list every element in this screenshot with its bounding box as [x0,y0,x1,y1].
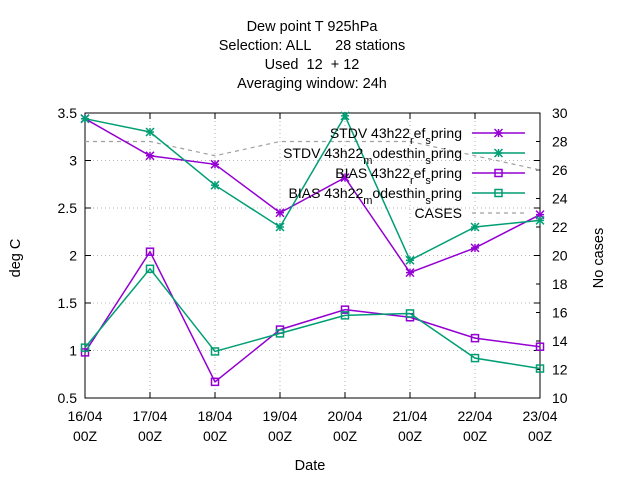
x-tick-label: 21/04 [392,408,427,424]
data-point [493,128,504,138]
legend-label: BIAS 43h22refspring [335,165,462,187]
data-point [470,243,480,253]
y2-tick-label: 22 [552,219,568,235]
x-tick-label: 17/04 [132,408,167,424]
x-tick-label: 00Z [398,428,423,444]
data-point [210,347,220,356]
y-tick-label: 3.5 [58,105,78,121]
x-tick-label: 22/04 [457,408,492,424]
data-point [80,114,90,124]
x-tick-label: 00Z [138,428,163,444]
legend-label: CASES [415,205,462,221]
legend-label: STDV 43h22refspring [330,125,462,147]
x-tick-label: 16/04 [67,408,102,424]
legend-item: STDV 43h22refspring [330,125,525,147]
x-axis-ticks: 16/04 00Z 17/04 00Z 18/04 00Z 19/04 00Z 20/04 00Z… [67,113,558,444]
data-point [145,247,155,256]
data-point [210,180,220,190]
data-point [145,151,155,161]
data-point [535,215,545,225]
y2-tick-label: 16 [552,305,568,321]
y2-tick-label: 14 [552,333,568,349]
y2-tick-label: 28 [552,134,568,150]
x-tick-label: 23/04 [522,408,557,424]
legend-item: BIAS 43h22refspring [335,165,525,187]
x-tick-label: 00Z [463,428,488,444]
x-tick-label: 19/04 [262,408,297,424]
data-point [145,264,155,274]
y-tick-label: 1 [69,343,77,359]
data-point [470,222,480,232]
data-point [80,343,90,352]
legend-label: STDV 43h22modesthinspring [283,145,462,167]
x-tick-label: 00Z [528,428,553,444]
y-tick-label: 2.5 [58,200,78,216]
x-axis-label: Date [295,458,326,474]
legend-item: CASES [415,205,525,221]
y-tick-label: 2 [69,248,77,264]
y-axis-label: deg C [8,239,24,278]
y2-axis-label: No cases [591,228,607,288]
y2-tick-label: 30 [552,105,568,121]
data-point [340,311,350,320]
legend-item: BIAS 43h22modesthinspring [289,185,525,207]
data-point [535,364,545,373]
series-1 [80,111,545,265]
data-point [493,148,504,158]
data-point [494,168,503,178]
y-tick-label: 0.5 [58,390,78,406]
x-tick-label: 00Z [333,428,358,444]
data-point [470,333,480,343]
data-point [535,342,545,351]
title-line: Averaging window: 24h [237,76,387,92]
x-tick-label: 00Z [73,428,98,444]
y2-tick-label: 20 [552,248,568,264]
series-line [84,118,541,274]
x-tick-label: 00Z [203,428,228,444]
data-point [275,222,285,232]
data-point [340,111,350,121]
data-point [494,188,503,198]
y2-tick-label: 10 [552,390,568,406]
data-point [470,353,480,363]
data-point [405,309,415,318]
series-line [84,250,541,384]
series-2 [80,247,545,387]
y-tick-label: 1.5 [58,295,78,311]
data-point [210,377,220,387]
data-point [405,255,415,265]
series [80,111,545,387]
y2-tick-label: 24 [552,191,568,207]
series-line [84,114,541,262]
data-point [275,208,285,218]
series-0 [80,114,545,278]
y2-tick-label: 18 [552,276,568,292]
data-point [210,159,220,169]
title-line: Selection: ALL 28 stations [219,38,405,54]
y2-tick-label: 12 [552,362,568,378]
x-tick-label: 00Z [268,428,293,444]
data-point [275,329,285,338]
series-line [84,267,541,370]
data-point [340,305,350,314]
y2-tick-label: 26 [552,162,568,178]
legend-item: STDV 43h22modesthinspring [283,145,525,167]
chart-title: Dew point T 925hPa Selection: ALL 28 stat… [219,19,405,92]
x-tick-label: 18/04 [197,408,232,424]
y2-axis-ticks: 10 12 14 16 18 20 22 24 26 28 30 [536,105,568,406]
y-tick-label: 3 [69,153,77,169]
title-line: Dew point T 925hPa [247,19,379,35]
series-3 [80,264,545,373]
data-point [405,268,415,278]
data-point [340,173,350,183]
legend-label: BIAS 43h22modesthinspring [289,185,462,207]
x-tick-label: 20/04 [327,408,362,424]
title-line: Used 12 + 12 [265,57,360,73]
data-point [80,348,90,357]
data-point [145,127,155,137]
